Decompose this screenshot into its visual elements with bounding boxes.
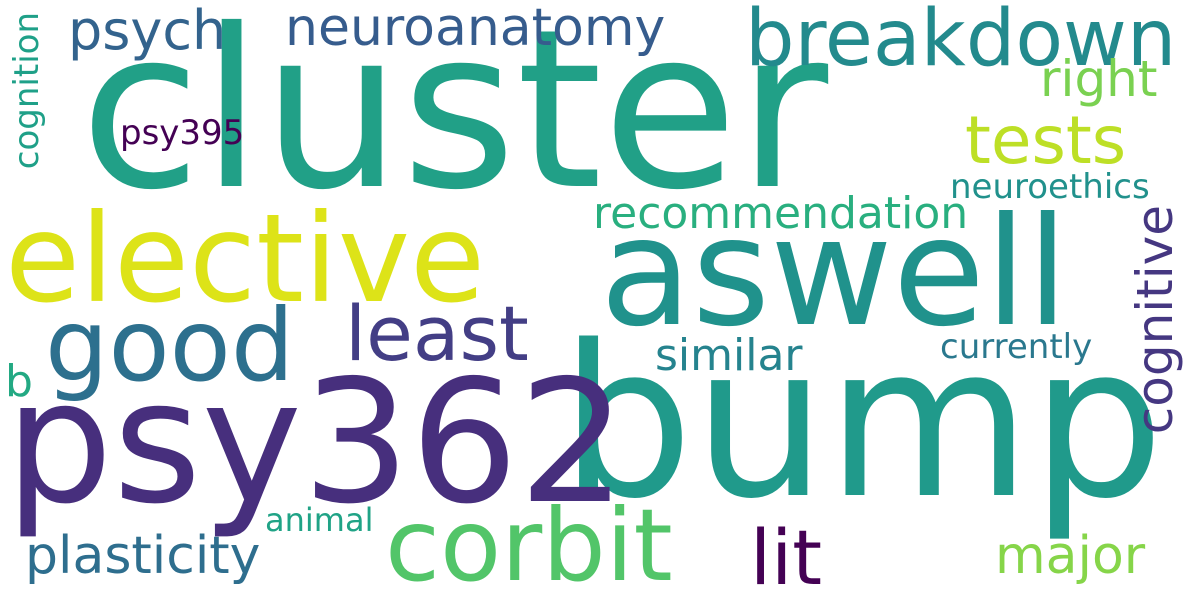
word-tests: tests bbox=[965, 102, 1127, 179]
word-major: major bbox=[995, 526, 1146, 586]
word-corbit: corbit bbox=[385, 487, 673, 600]
word-elective: elective bbox=[5, 188, 486, 330]
word-cluster: cluster bbox=[80, 0, 829, 238]
word-currently: currently bbox=[940, 327, 1093, 367]
word-cognitive: cognitive bbox=[1126, 205, 1184, 435]
word-animal: animal bbox=[265, 501, 374, 539]
word-lit: lit bbox=[750, 513, 823, 600]
word-cognition: cognition bbox=[7, 12, 47, 170]
word-plasticity: plasticity bbox=[25, 526, 261, 586]
word-neuroethics: neuroethics bbox=[950, 167, 1150, 207]
word-good: good bbox=[45, 287, 295, 404]
word-psy395: psy395 bbox=[120, 113, 245, 153]
word-recommendation: recommendation bbox=[593, 188, 969, 239]
word-breakdown: breakdown bbox=[745, 0, 1177, 84]
word-bump: bump bbox=[560, 300, 1165, 545]
word-neuroanatomy: neuroanatomy bbox=[285, 0, 666, 58]
word-aswell: aswell bbox=[600, 186, 1069, 360]
word-psy362: psy362 bbox=[5, 344, 627, 542]
word-right: right bbox=[1040, 50, 1158, 108]
word-similar: similar bbox=[655, 330, 803, 381]
word-b: b bbox=[5, 356, 33, 407]
word-psych: psych bbox=[68, 0, 227, 62]
word-least: least bbox=[345, 289, 529, 378]
